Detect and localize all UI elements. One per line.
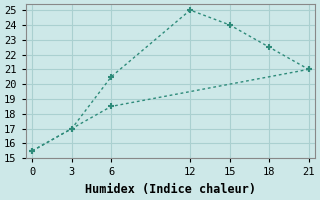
X-axis label: Humidex (Indice chaleur): Humidex (Indice chaleur) <box>85 183 256 196</box>
